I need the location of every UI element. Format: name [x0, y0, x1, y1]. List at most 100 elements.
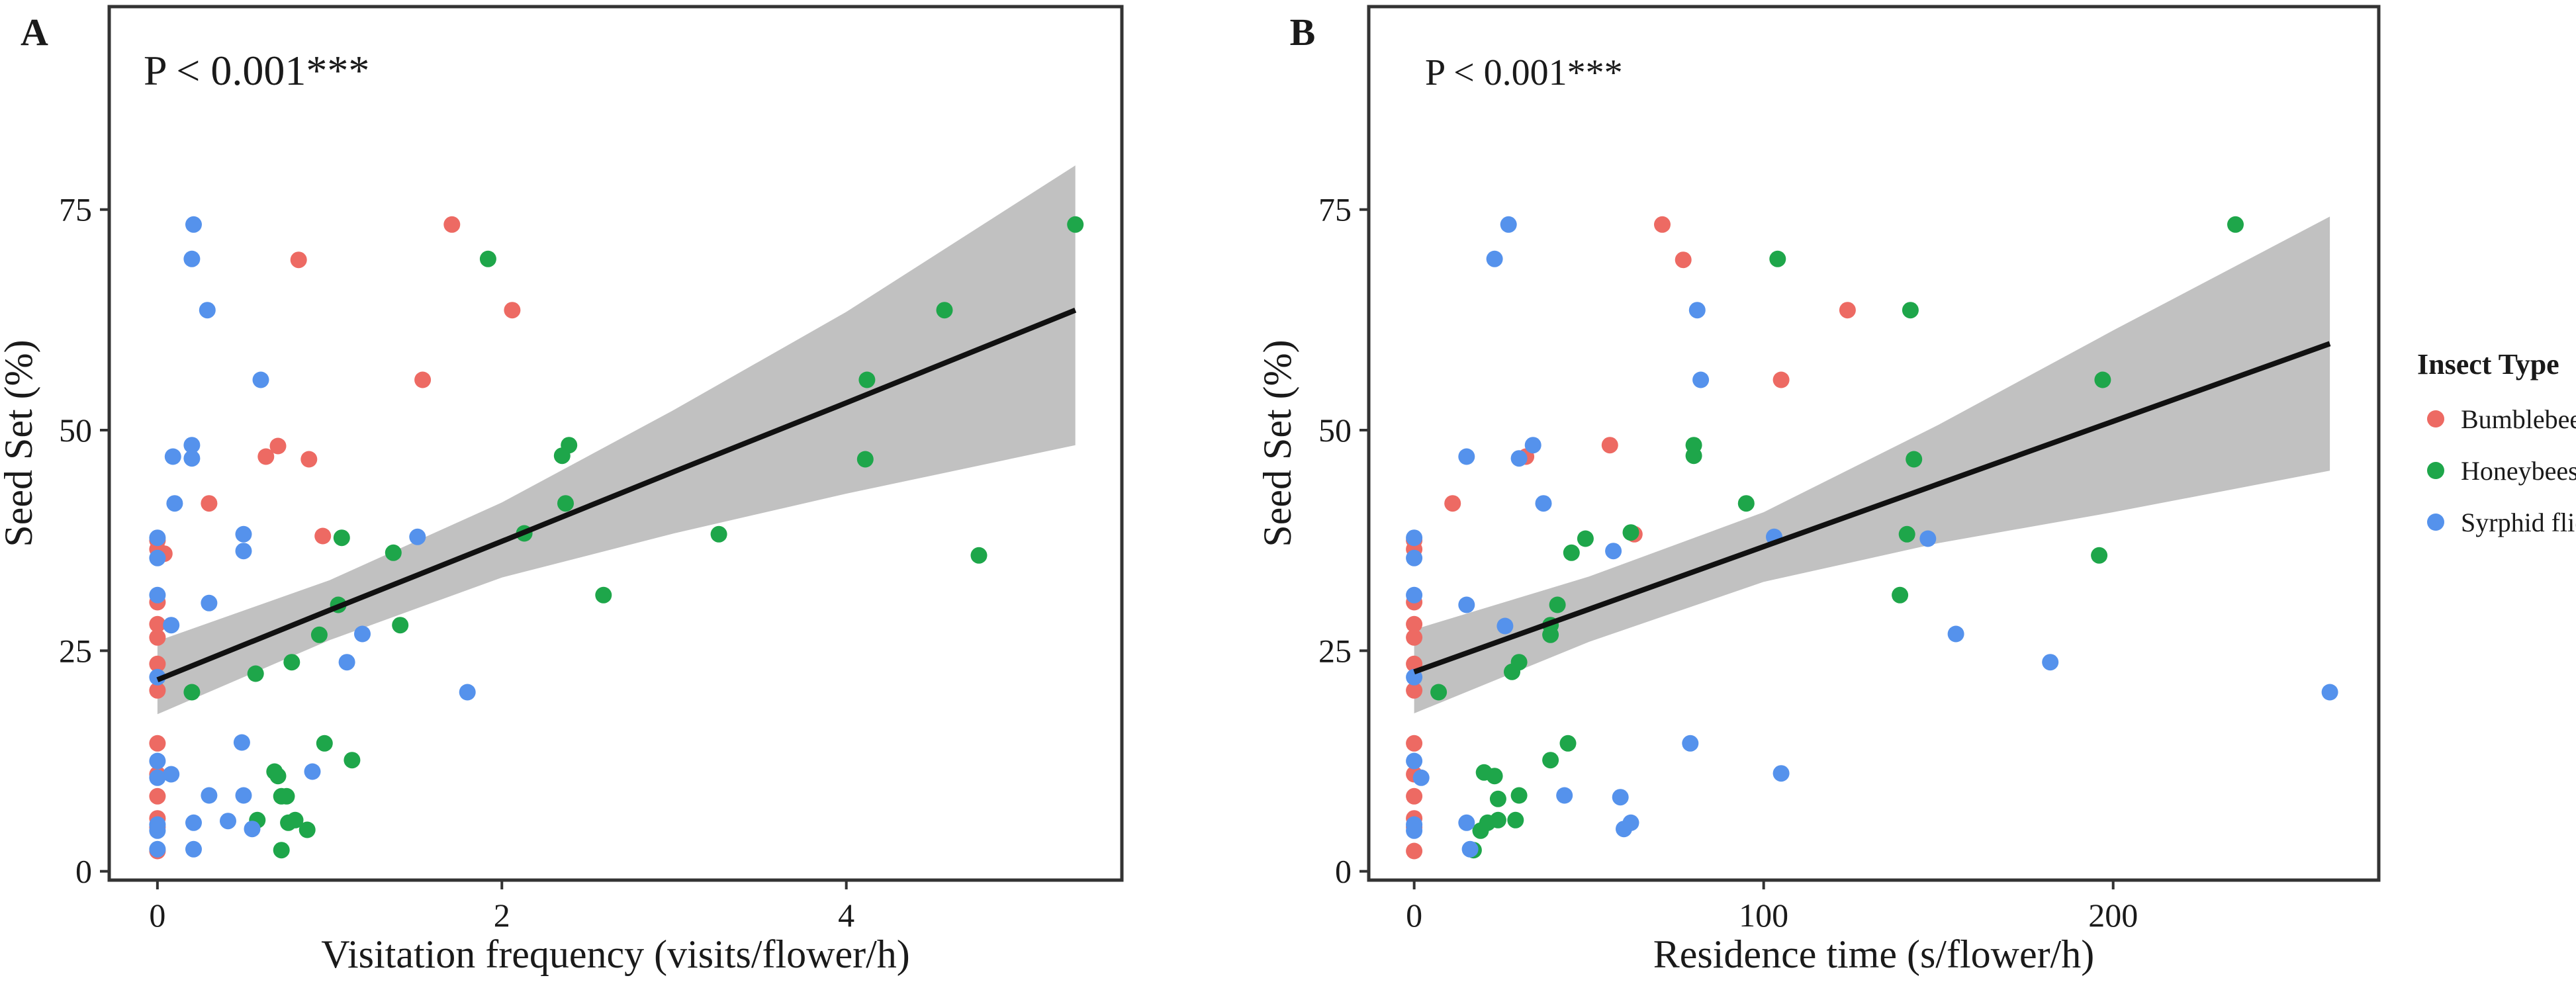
data-point-bumblebee	[504, 302, 521, 319]
y-tick-label: 25	[59, 632, 92, 669]
x-tick-label: 0	[1406, 897, 1422, 934]
legend-label: Honeybees	[2461, 456, 2576, 486]
y-tick-label: 25	[1318, 632, 1352, 669]
data-point-syrphid-flie	[1556, 787, 1573, 804]
data-point-syrphid-flie	[1406, 586, 1423, 604]
data-point-bumblebee	[1839, 302, 1856, 319]
data-point-syrphid-flie	[235, 543, 252, 560]
data-point-honeybees	[316, 735, 333, 752]
data-point-honeybees	[1685, 447, 1702, 465]
y-tick-label: 50	[1318, 412, 1352, 449]
data-point-honeybees	[936, 302, 953, 319]
data-point-syrphid-flie	[164, 448, 181, 465]
data-point-honeybees	[595, 586, 612, 604]
plot-frame	[107, 5, 1124, 882]
legend-swatch-syrphid-flie	[2427, 514, 2444, 531]
data-point-syrphid-flie	[149, 586, 166, 604]
panel-label: A	[21, 11, 48, 54]
panel-label: B	[1290, 11, 1316, 54]
data-point-syrphid-flie	[149, 752, 166, 770]
data-point-honeybees	[710, 525, 727, 543]
data-point-honeybees	[1906, 451, 1923, 468]
data-point-syrphid-flie	[149, 816, 166, 833]
data-point-syrphid-flie	[1458, 814, 1475, 831]
data-point-honeybees	[269, 768, 287, 785]
data-point-honeybees	[1489, 811, 1506, 829]
data-point-honeybees	[310, 626, 328, 643]
x-tick-label: 2	[494, 897, 510, 934]
data-point-bumblebee	[269, 437, 287, 455]
data-point-honeybees	[561, 437, 578, 454]
data-point-honeybees	[858, 371, 876, 388]
data-point-honeybees	[1542, 752, 1559, 769]
data-point-honeybees	[278, 787, 295, 805]
data-point-bumblebee	[1406, 629, 1423, 646]
data-point-syrphid-flie	[166, 495, 183, 512]
data-point-bumblebee	[201, 495, 218, 512]
data-point-honeybees	[392, 617, 409, 634]
y-tick-label: 75	[1318, 191, 1352, 228]
data-point-honeybees	[1559, 735, 1577, 752]
data-point-bumblebee	[1406, 615, 1423, 633]
y-axis-title: Seed Set (%)	[1256, 339, 1299, 547]
data-point-honeybees	[479, 250, 496, 267]
data-point-syrphid-flie	[1496, 617, 1514, 635]
data-point-syrphid-flie	[235, 525, 252, 543]
y-tick-label: 0	[75, 853, 92, 890]
data-point-bumblebee	[1675, 251, 1692, 269]
y-tick-label: 0	[1335, 853, 1352, 890]
data-point-syrphid-flie	[354, 625, 371, 643]
data-point-syrphid-flie	[304, 763, 321, 780]
data-point-honeybees	[1510, 787, 1528, 804]
data-point-bumblebee	[1654, 216, 1671, 233]
data-point-bumblebee	[1406, 735, 1423, 752]
x-tick-label: 100	[1739, 897, 1788, 934]
data-point-honeybees	[1737, 495, 1755, 512]
data-point-syrphid-flie	[1406, 529, 1423, 547]
data-point-syrphid-flie	[149, 769, 166, 786]
data-point-syrphid-flie	[149, 549, 166, 566]
data-point-syrphid-flie	[163, 766, 180, 783]
data-point-syrphid-flie	[1458, 448, 1475, 465]
x-tick-label: 4	[838, 897, 854, 934]
data-point-syrphid-flie	[185, 814, 202, 831]
data-point-honeybees	[2227, 216, 2244, 233]
data-point-syrphid-flie	[459, 684, 476, 701]
data-point-bumblebee	[149, 682, 166, 699]
data-point-syrphid-flie	[199, 302, 216, 319]
data-point-syrphid-flie	[2321, 684, 2338, 701]
data-point-syrphid-flie	[338, 654, 355, 671]
data-point-honeybees	[557, 495, 574, 512]
data-point-honeybees	[273, 842, 290, 859]
data-point-bumblebee	[149, 735, 166, 752]
data-point-syrphid-flie	[1461, 840, 1479, 858]
regression-line	[1413, 341, 2331, 675]
data-point-bumblebee	[314, 527, 332, 545]
data-point-honeybees	[1898, 525, 1915, 543]
data-point-bumblebee	[443, 216, 461, 233]
data-point-honeybees	[1430, 684, 1448, 701]
x-axis-title: Visitation frequency (visits/flower/h)	[321, 932, 910, 976]
data-point-syrphid-flie	[185, 216, 202, 233]
data-point-syrphid-flie	[252, 371, 269, 388]
data-point-syrphid-flie	[1919, 530, 1937, 547]
x-axis-title: Residence time (s/flower/h)	[1653, 932, 2094, 976]
data-point-honeybees	[1622, 524, 1639, 541]
data-point-honeybees	[385, 544, 402, 561]
data-point-syrphid-flie	[220, 813, 236, 830]
p-value-annotation: P < 0.001***	[1425, 52, 1623, 93]
data-point-syrphid-flie	[1510, 450, 1528, 467]
plot-frame	[1367, 5, 2381, 882]
data-point-syrphid-flie	[244, 821, 261, 838]
data-point-honeybees	[1769, 250, 1786, 267]
data-point-syrphid-flie	[201, 787, 218, 804]
data-point-syrphid-flie	[1406, 816, 1423, 833]
data-point-syrphid-flie	[149, 529, 166, 547]
data-point-honeybees	[333, 529, 350, 547]
data-point-honeybees	[856, 451, 874, 468]
data-point-syrphid-flie	[1947, 625, 1964, 643]
data-point-syrphid-flie	[235, 787, 252, 804]
